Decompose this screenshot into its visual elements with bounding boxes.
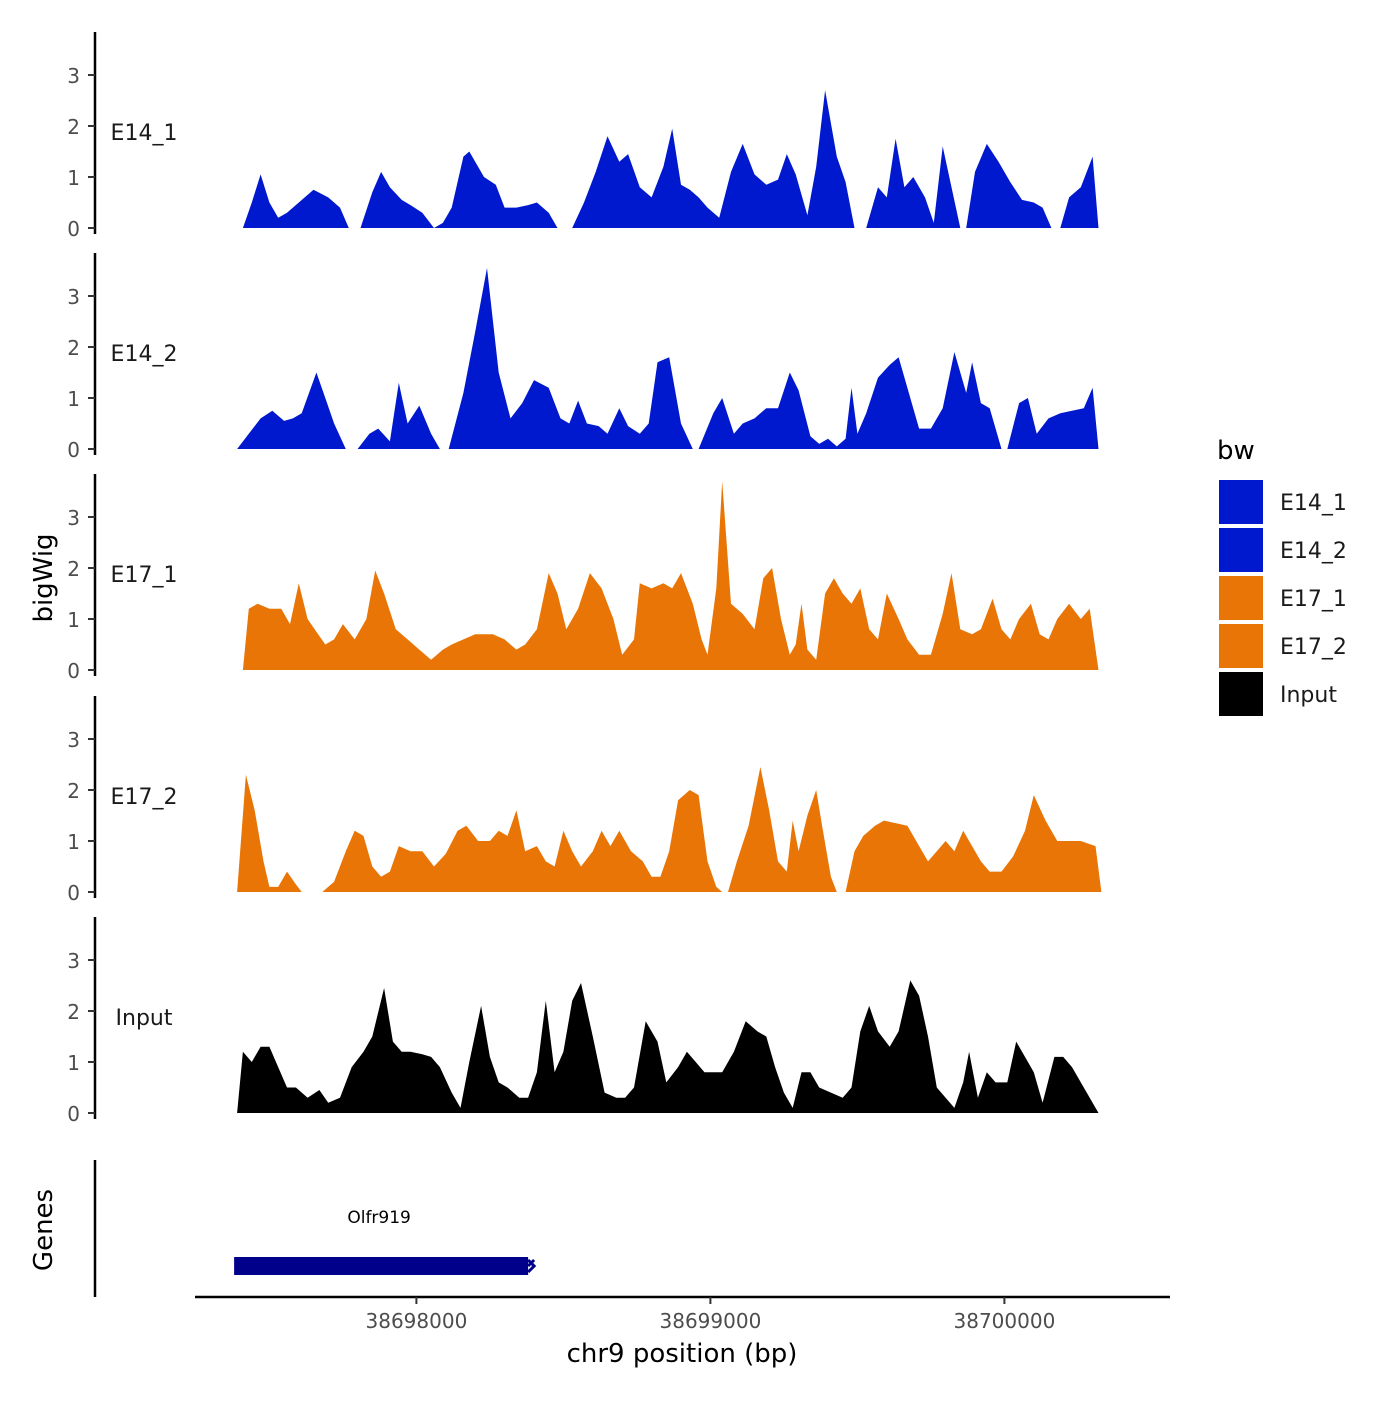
legend-swatch [1219, 528, 1263, 572]
y-tick-label: 0 [67, 1102, 80, 1126]
y-tick-label: 0 [67, 659, 80, 683]
y-tick-label: 2 [67, 557, 80, 581]
x-tick-label: 38700000 [954, 1309, 1056, 1333]
tracks-group: 0 1 2 3 E14_1 0 1 2 3 E14_2 0 1 2 3 E17_1 0 1 2 3 E17_2 0 1 2 3… [67, 32, 1102, 1126]
track-label: E14_1 [111, 121, 178, 146]
track-label: E17_1 [111, 563, 178, 588]
legend-swatch [1219, 480, 1263, 524]
y-tick-label: 1 [67, 608, 80, 632]
y-tick-label: 1 [67, 166, 80, 190]
y-tick-label: 1 [67, 387, 80, 411]
coverage-area [728, 767, 837, 892]
legend-label: E17_1 [1280, 587, 1347, 612]
coverage-area [1060, 156, 1099, 228]
gene-label: Olfr919 [347, 1208, 411, 1228]
coverage-area [866, 138, 961, 228]
coverage-area [237, 980, 1099, 1113]
y-tick-label: 0 [67, 217, 80, 241]
gene-strand-arrow [527, 1258, 537, 1274]
y-tick-label: 2 [67, 779, 80, 803]
gene-body [234, 1257, 529, 1275]
legend-swatch [1219, 624, 1263, 668]
y-tick-label: 3 [67, 949, 80, 973]
coverage-area [1007, 387, 1099, 449]
coverage-area [966, 143, 1052, 228]
legend-swatch [1219, 672, 1263, 716]
track-label: E17_2 [111, 785, 178, 810]
y-tick-label: 2 [67, 115, 80, 139]
coverage-area [448, 268, 693, 449]
y-tick-label: 1 [67, 830, 80, 854]
track-E17_1: 0 1 2 3 E17_1 [67, 474, 1099, 683]
legend: bw E14_1 E14_2 E17_1 E17_2 Input [1217, 436, 1347, 716]
coverage-area [357, 382, 440, 449]
legend-label: E14_1 [1280, 491, 1347, 516]
y-tick-label: 3 [67, 64, 80, 88]
coverage-area [698, 352, 1002, 449]
coverage-area [572, 90, 855, 228]
coverage-area [242, 174, 349, 228]
y-tick-label: 1 [67, 1051, 80, 1075]
y-tick-label: 2 [67, 336, 80, 360]
legend-label: E17_2 [1280, 635, 1347, 660]
track-E14_1: 0 1 2 3 E14_1 [67, 32, 1099, 241]
coverage-area [360, 151, 558, 228]
track-E14_2: 0 1 2 3 E14_2 [67, 253, 1099, 462]
legend-label: Input [1280, 683, 1337, 708]
legend-title: bw [1217, 436, 1255, 466]
x-axis-label: chr9 position (bp) [567, 1339, 798, 1369]
track-E17_2: 0 1 2 3 E17_2 [67, 696, 1102, 905]
coverage-area [845, 795, 1102, 892]
y-axis-label: bigWig [29, 533, 59, 622]
x-axis: 38698000 38699000 38700000 [195, 1295, 1170, 1333]
y-tick-label: 3 [67, 285, 80, 309]
y-tick-label: 0 [67, 881, 80, 905]
genes-panel-label: Genes [29, 1189, 59, 1271]
track-label: E14_2 [111, 342, 178, 367]
y-tick-label: 0 [67, 438, 80, 462]
x-tick-label: 38698000 [366, 1309, 468, 1333]
track-label: Input [116, 1006, 173, 1031]
track-Input: 0 1 2 3 Input [67, 917, 1099, 1126]
legend-label: E14_2 [1280, 539, 1347, 564]
coverage-area [237, 372, 346, 449]
y-tick-label: 3 [67, 728, 80, 752]
y-tick-label: 3 [67, 506, 80, 530]
legend-swatch [1219, 576, 1263, 620]
y-tick-label: 2 [67, 1000, 80, 1024]
coverage-area [242, 481, 1099, 670]
x-tick-label: 38699000 [660, 1309, 762, 1333]
coverage-area [322, 790, 723, 892]
coverage-area [237, 774, 302, 892]
genes-panel: Olfr919 [93, 1160, 537, 1297]
